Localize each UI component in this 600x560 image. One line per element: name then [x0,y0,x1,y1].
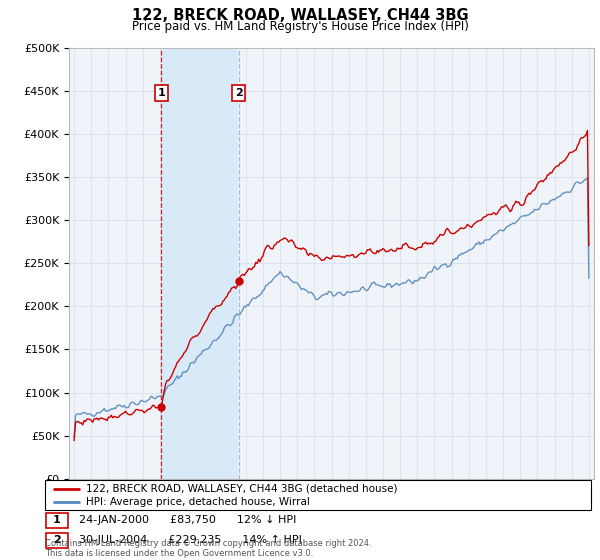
Text: 122, BRECK ROAD, WALLASEY, CH44 3BG (detached house): 122, BRECK ROAD, WALLASEY, CH44 3BG (det… [86,484,397,493]
Text: Contains HM Land Registry data © Crown copyright and database right 2024.
This d: Contains HM Land Registry data © Crown c… [45,539,371,558]
Text: Price paid vs. HM Land Registry's House Price Index (HPI): Price paid vs. HM Land Registry's House … [131,20,469,32]
Text: 122, BRECK ROAD, WALLASEY, CH44 3BG: 122, BRECK ROAD, WALLASEY, CH44 3BG [131,8,469,24]
Text: 2: 2 [235,88,242,98]
Text: HPI: Average price, detached house, Wirral: HPI: Average price, detached house, Wirr… [86,497,310,507]
Text: 1: 1 [53,515,61,525]
Text: 1: 1 [157,88,165,98]
FancyBboxPatch shape [46,533,68,548]
FancyBboxPatch shape [46,513,68,528]
Text: 30-JUL-2004      £229,235      14% ↑ HPI: 30-JUL-2004 £229,235 14% ↑ HPI [72,535,302,545]
Text: 24-JAN-2000      £83,750      12% ↓ HPI: 24-JAN-2000 £83,750 12% ↓ HPI [72,515,296,525]
FancyBboxPatch shape [45,480,591,510]
Text: 2: 2 [53,535,61,545]
